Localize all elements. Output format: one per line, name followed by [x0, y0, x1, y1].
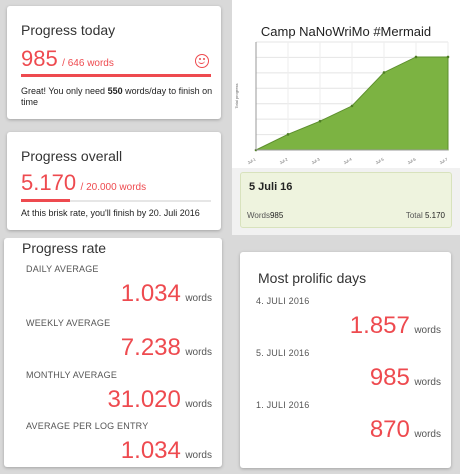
prolific-date: 1. JULI 2016: [256, 400, 310, 410]
progress-today-goal: / 646 words: [62, 58, 114, 69]
smiley-icon: [195, 54, 209, 68]
rate-value: 1.034: [120, 280, 181, 307]
rate-row: 1.034 words: [121, 437, 212, 465]
panel-prolific: Most prolific days 4. JULI 2016 1.857 wor…: [232, 238, 460, 474]
x-tick-label: Jul-2: [278, 156, 289, 165]
day-words: Words985: [247, 211, 284, 220]
prolific-value: 870: [369, 416, 410, 443]
panel-progress: Progress today 985 / 646 words Great! Yo…: [0, 0, 228, 235]
progress-chart: Jul-1 Jul-2 Jul-3 Jul-4 Jul-5 Jul-6 Jul-7 Total…: [234, 41, 450, 165]
rate-unit: words: [185, 450, 212, 461]
x-tick-label: Jul-5: [374, 156, 385, 165]
day-date: 5 Juli 16: [249, 181, 293, 193]
prolific-row: 985 words: [370, 364, 441, 392]
progress-overall-value: 5.170: [21, 170, 77, 195]
prolific-date: 5. JULI 2016: [256, 348, 310, 358]
progress-rate-title: Progress rate: [22, 240, 107, 256]
progress-today-title: Progress today: [21, 22, 116, 38]
panel-rate: Progress rate DAILY AVERAGE 1.034 words WE…: [0, 238, 228, 474]
rate-row: 1.034 words: [121, 280, 212, 308]
rate-label: WEEKLY AVERAGE: [26, 318, 111, 328]
progress-overall-message: At this brisk rate, you'll finish by 20.…: [21, 208, 200, 218]
prolific-days-title: Most prolific days: [258, 270, 367, 286]
rate-value: 31.020: [107, 386, 181, 413]
progress-overall-bar: [21, 199, 71, 202]
prolific-date: 4. JULI 2016: [256, 296, 310, 306]
rate-unit: words: [185, 293, 212, 304]
progress-overall-goal: / 20.000 words: [80, 182, 147, 193]
progress-overall-title: Progress overall: [21, 148, 123, 164]
data-point: [350, 104, 354, 108]
progress-overall-card: Progress overall 5.170 / 20.000 words At…: [7, 132, 221, 230]
day-detail-card: 5 Juli 16 Words985 Total 5.170: [240, 172, 452, 228]
rate-label: MONTHLY AVERAGE: [26, 370, 118, 380]
prolific-value: 1.857: [349, 312, 410, 339]
day-total: Total 5.170: [405, 211, 445, 220]
x-tick-label: Jul-6: [406, 156, 417, 165]
rate-unit: words: [185, 399, 212, 410]
data-point: [382, 71, 386, 74]
progress-today-message: Great! You only need 550 words/day to fi…: [21, 86, 213, 107]
rate-label: DAILY AVERAGE: [26, 264, 99, 274]
rate-label: AVERAGE PER LOG ENTRY: [26, 421, 149, 431]
prolific-row: 1.857 words: [350, 312, 441, 340]
rate-row: 7.238 words: [121, 334, 212, 362]
prolific-row: 870 words: [370, 416, 441, 444]
data-point: [414, 55, 418, 59]
progress-today-value: 985: [21, 46, 58, 71]
chart-card: Camp NaNoWriMo #Mermaid Jul-1 Jul-2 Jul-3 J…: [232, 0, 460, 168]
y-axis-label: Total progress: [234, 83, 239, 108]
x-tick-label: Jul-3: [310, 156, 321, 165]
data-point: [446, 55, 450, 59]
rate-row: 31.020 words: [107, 386, 212, 414]
chart-title: Camp NaNoWriMo #Mermaid: [260, 24, 432, 39]
prolific-days-card: Most prolific days 4. JULI 2016 1.857 wor…: [240, 252, 451, 468]
prolific-unit: words: [414, 377, 441, 388]
rate-value: 1.034: [120, 437, 181, 464]
data-point: [286, 133, 290, 136]
rate-value: 7.238: [120, 334, 181, 361]
progress-today-card: Progress today 985 / 646 words Great! Yo…: [7, 6, 221, 119]
prolific-value: 985: [369, 364, 410, 391]
prolific-unit: words: [414, 325, 441, 336]
rate-unit: words: [185, 347, 212, 358]
panel-chart: Camp NaNoWriMo #Mermaid Jul-1 Jul-2 Jul-3 J…: [232, 0, 460, 235]
progress-today-bar: [21, 74, 211, 77]
data-point: [318, 119, 322, 123]
x-tick-label: Jul-7: [438, 156, 449, 165]
x-tick-label: Jul-4: [342, 156, 353, 165]
x-tick-label: Jul-1: [246, 156, 257, 165]
progress-overall-track: [21, 200, 211, 202]
prolific-unit: words: [414, 429, 441, 440]
progress-rate-card: Progress rate DAILY AVERAGE 1.034 words WE…: [4, 238, 222, 467]
